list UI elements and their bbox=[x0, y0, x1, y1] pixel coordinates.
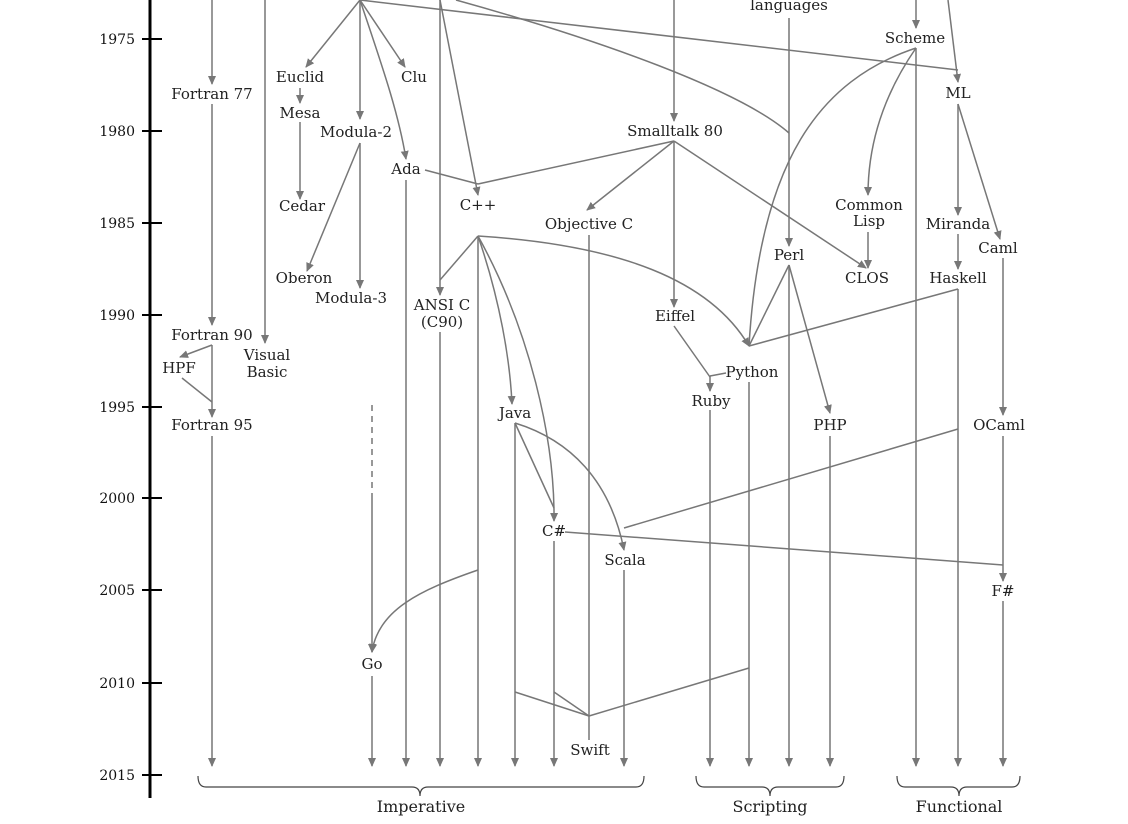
edge-perl-to-php bbox=[788, 264, 832, 414]
label-ansi-c-line1: ANSI C bbox=[413, 296, 470, 314]
group-braces: Imperative Scripting Functional bbox=[197, 775, 1021, 816]
label-swift: Swift bbox=[570, 741, 610, 759]
edge-ocaml-to-scala bbox=[623, 428, 959, 529]
edge-pascal-to-euclid bbox=[305, 0, 361, 68]
label-csharp: C# bbox=[542, 522, 566, 540]
edge-perl-to-python bbox=[748, 264, 790, 347]
label-fortran95: Fortran 95 bbox=[171, 416, 252, 434]
label-go: Go bbox=[361, 655, 382, 673]
edge-smalltalk-to-cpp bbox=[477, 140, 675, 185]
label-miranda: Miranda bbox=[926, 215, 991, 233]
edge-pascal-to-ml bbox=[359, 0, 959, 71]
edge-smalltalk-to-objc bbox=[586, 140, 675, 211]
label-objective-c: Objective C bbox=[545, 215, 633, 233]
label-clu: Clu bbox=[401, 68, 427, 86]
edge-c-to-cpp bbox=[439, 0, 481, 196]
edge-csharp-to-swift bbox=[553, 691, 590, 717]
year-label: 1985 bbox=[99, 216, 135, 232]
year-label: 2000 bbox=[99, 491, 135, 507]
label-common-lisp-line2: Lisp bbox=[853, 212, 885, 230]
edge-java-to-swift bbox=[514, 691, 590, 717]
group-label-scripting: Scripting bbox=[732, 797, 807, 816]
label-python: Python bbox=[726, 363, 779, 381]
lineage-edges bbox=[179, 0, 1007, 767]
year-label: 2015 bbox=[99, 768, 135, 784]
edge-cpp-to-ansic bbox=[439, 235, 479, 281]
label-ruby: Ruby bbox=[691, 392, 731, 410]
label-ml: ML bbox=[945, 84, 970, 102]
label-cpp: C++ bbox=[460, 196, 497, 214]
edge-java-to-scala bbox=[514, 422, 627, 551]
label-haskell: Haskell bbox=[929, 269, 986, 287]
label-euclid: Euclid bbox=[276, 68, 325, 86]
label-ocaml: OCaml bbox=[973, 416, 1025, 434]
edge-java-to-csharp bbox=[514, 422, 555, 509]
label-languages: languages bbox=[750, 0, 828, 14]
label-cedar: Cedar bbox=[279, 197, 326, 215]
year-label: 1980 bbox=[99, 124, 135, 140]
brace-scripting bbox=[695, 775, 845, 797]
year-label: 1995 bbox=[99, 400, 135, 416]
year-label: 1975 bbox=[99, 32, 135, 48]
edge-cpp-to-csharp bbox=[477, 235, 559, 522]
label-oberon: Oberon bbox=[276, 269, 333, 287]
edge-c-to-perl-line bbox=[455, 0, 790, 134]
label-scheme: Scheme bbox=[885, 29, 945, 47]
label-fsharp: F# bbox=[992, 582, 1015, 600]
edge-modula2-to-oberon bbox=[306, 142, 361, 272]
label-scala: Scala bbox=[604, 551, 645, 569]
time-axis: 1975 1980 1985 1990 1995 2000 2005 2010 … bbox=[99, 0, 162, 798]
edge-scheme-to-commonlisp bbox=[864, 47, 917, 196]
label-fortran90: Fortran 90 bbox=[171, 326, 252, 344]
edge-scheme-to-python bbox=[748, 47, 917, 347]
edge-cpp-to-go bbox=[369, 569, 479, 653]
edge-smalltalk-to-clos bbox=[673, 140, 867, 269]
year-label: 2005 bbox=[99, 583, 135, 599]
edge-python-to-ruby bbox=[709, 372, 727, 377]
year-label: 2010 bbox=[99, 676, 135, 692]
label-java: Java bbox=[497, 404, 531, 422]
edge-eiffel-to-ruby bbox=[673, 325, 711, 378]
edge-cpp-to-python bbox=[477, 235, 750, 347]
label-caml: Caml bbox=[978, 239, 1018, 257]
label-modula2: Modula-2 bbox=[320, 123, 392, 141]
group-label-functional: Functional bbox=[916, 797, 1003, 816]
group-label-imperative: Imperative bbox=[377, 797, 465, 816]
label-hpf: HPF bbox=[162, 359, 196, 377]
label-php: PHP bbox=[813, 416, 846, 434]
label-modula3: Modula-3 bbox=[315, 289, 387, 307]
edge-iswim-to-ml bbox=[947, 0, 962, 83]
year-label: 1990 bbox=[99, 308, 135, 324]
label-visual-basic-line1: Visual bbox=[243, 346, 291, 364]
edge-fortran90-to-hpf bbox=[179, 344, 213, 358]
label-mesa: Mesa bbox=[280, 104, 321, 122]
label-ansi-c-line2: (C90) bbox=[421, 313, 463, 331]
edge-cpp-to-java bbox=[477, 235, 516, 405]
label-smalltalk80: Smalltalk 80 bbox=[627, 122, 723, 140]
edge-pascal-to-clu bbox=[359, 0, 406, 68]
label-clos: CLOS bbox=[845, 269, 889, 287]
language-labels: languages Scheme Fortran 77 Euclid Clu M… bbox=[162, 0, 1025, 759]
edge-hpf-to-fortran95 bbox=[181, 377, 213, 403]
label-perl: Perl bbox=[774, 246, 804, 264]
edge-pascal-to-ada bbox=[359, 0, 409, 160]
edge-ada-to-cpp bbox=[424, 169, 479, 185]
label-visual-basic-line2: Basic bbox=[247, 363, 288, 381]
label-common-lisp-line1: Common bbox=[835, 196, 903, 214]
label-fortran77: Fortran 77 bbox=[171, 85, 252, 103]
edge-ml-to-caml bbox=[957, 103, 1002, 240]
edge-csharp-to-fsharp bbox=[564, 531, 1004, 566]
edge-python-to-swift bbox=[588, 667, 750, 717]
brace-functional bbox=[896, 775, 1021, 797]
edge-haskell-to-python bbox=[748, 288, 959, 347]
brace-imperative bbox=[197, 775, 645, 797]
label-eiffel: Eiffel bbox=[655, 307, 695, 325]
label-ada: Ada bbox=[390, 160, 420, 178]
